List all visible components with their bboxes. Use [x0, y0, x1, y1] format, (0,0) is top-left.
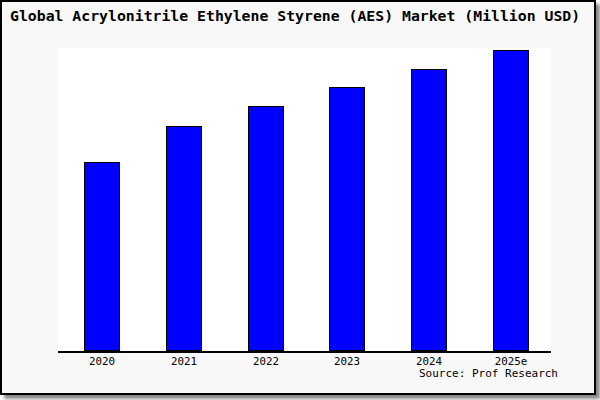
bar-2022	[248, 106, 284, 351]
source-label: Source: Prof Research	[419, 367, 558, 380]
x-tick-label-2023: 2023	[312, 355, 382, 368]
x-tick-label-2020: 2020	[67, 355, 137, 368]
chart-frame: Global Acrylonitrile Ethylene Styrene (A…	[0, 0, 596, 395]
bar-2024	[411, 69, 447, 351]
bar-2020	[84, 162, 120, 351]
chart-title: Global Acrylonitrile Ethylene Styrene (A…	[10, 7, 580, 24]
x-tick-label-2022: 2022	[231, 355, 301, 368]
bar-2025e	[493, 50, 529, 351]
plot-area	[58, 48, 551, 353]
bar-2021	[166, 126, 202, 351]
bar-2023	[329, 87, 365, 351]
x-tick-label-2021: 2021	[149, 355, 219, 368]
